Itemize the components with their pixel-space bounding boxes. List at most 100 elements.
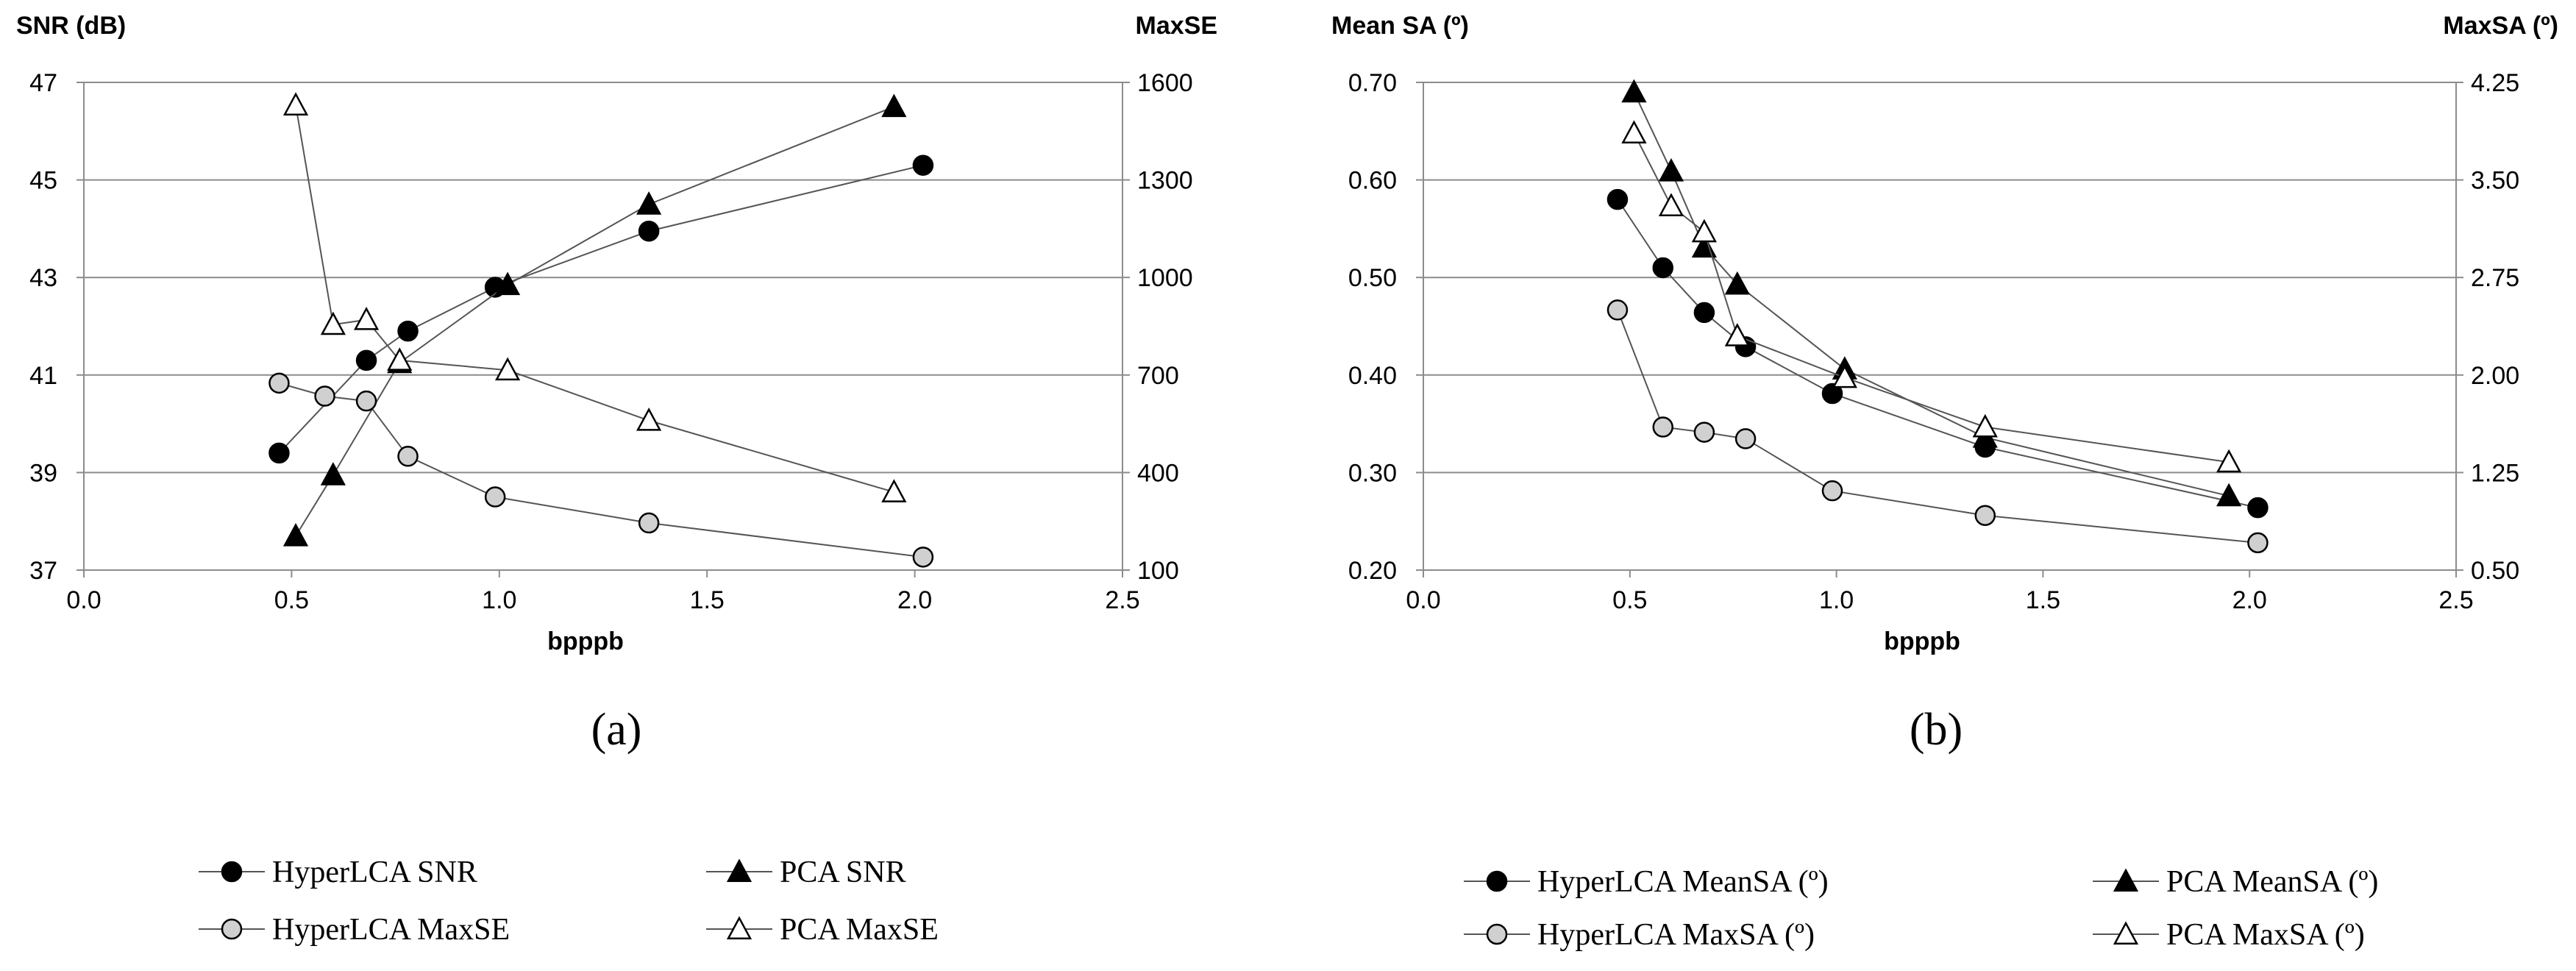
data-point-hyperlca-meansa <box>1693 302 1715 324</box>
data-point-hyperlca-maxse <box>397 446 419 467</box>
data-point-hyperlca-meansa <box>1607 188 1629 210</box>
series-line-hyperlca-maxse <box>279 382 924 558</box>
data-point-hyperlca-meansa <box>1821 383 1843 405</box>
chart-panel-b: 0.0 0.5 1.0 1.5 2.0 2.5 0.20 0.30 0.40 0.50 0.60 0.… <box>1331 12 2558 952</box>
legend-entry-pca-maxsa: PCA MaxSA (º) <box>2093 918 2365 952</box>
legend-marker <box>221 918 243 940</box>
y-left-tick-label: 37 <box>29 557 57 585</box>
y-left-tick-label: 0.50 <box>1348 264 1397 292</box>
y-right-tick-label: 2.75 <box>2471 264 2519 292</box>
chart-panel-a: 0.0 0.5 1.0 1.5 2.0 2.5 37 39 41 43 45 47 100 400 700 1… <box>16 12 1217 947</box>
data-point-pca-meansa <box>1621 79 1647 103</box>
data-point-hyperlca-maxse <box>484 486 506 508</box>
x-tick-label: 0.0 <box>1406 586 1440 614</box>
data-point-hyperlca-snr <box>397 320 419 342</box>
x-tick-label: 2.5 <box>2438 586 2473 614</box>
data-point-pca-maxsa <box>1658 193 1684 216</box>
y-left-tick-label: 0.70 <box>1348 69 1397 97</box>
legend-marker <box>1486 870 1508 892</box>
legend-marker <box>2113 921 2139 945</box>
y-right-tick-label: 100 <box>1137 557 1179 585</box>
series-line-pca-snr <box>295 106 894 537</box>
y-right-axis-title: MaxSE <box>1136 12 1218 40</box>
data-point-pca-maxse <box>282 92 309 115</box>
data-point-pca-maxse <box>320 311 346 335</box>
series-line-hyperlca-meansa <box>1617 199 2258 509</box>
legend-entry-pca-maxse: PCA MaxSE <box>706 913 939 947</box>
data-point-hyperlca-maxsa <box>1734 428 1757 449</box>
data-point-hyperlca-maxse <box>355 390 377 412</box>
data-point-hyperlca-maxsa <box>1652 416 1673 438</box>
x-tick-label: 0.5 <box>274 586 309 614</box>
data-point-pca-snr <box>282 522 309 547</box>
legend-entry-hyperlca-meansa: HyperLCA MeanSA (º) <box>1464 865 1829 899</box>
x-tick-label: 0.5 <box>1612 586 1647 614</box>
y-right-tick-label: 1300 <box>1137 167 1193 195</box>
legend-label: HyperLCA SNR <box>272 856 477 889</box>
data-point-pca-snr <box>494 271 521 296</box>
y-left-axis-title: SNR (dB) <box>16 12 126 40</box>
legend-label: PCA SNR <box>780 856 906 889</box>
data-point-pca-meansa <box>2216 483 2242 507</box>
x-axis-title: bpppb <box>547 627 624 655</box>
x-tick-label: 2.0 <box>897 586 932 614</box>
legend-entry-hyperlca-snr: HyperLCA SNR <box>199 856 477 889</box>
data-point-hyperlca-maxsa <box>1821 480 1843 502</box>
legend-marker <box>726 916 752 939</box>
data-point-hyperlca-snr <box>268 442 290 464</box>
data-point-hyperlca-maxsa <box>1607 299 1629 321</box>
series-line-hyperlca-maxsa <box>1617 310 2258 544</box>
data-point-pca-maxsa <box>2216 449 2242 473</box>
data-point-pca-meansa <box>1658 158 1684 182</box>
panel-label: (b) <box>1910 705 1963 755</box>
legend-entry-pca-snr: PCA SNR <box>706 856 906 889</box>
legend-label: HyperLCA MeanSA (º) <box>1537 865 1829 899</box>
y-right-tick-label: 2.00 <box>2471 362 2519 390</box>
data-point-pca-snr <box>320 462 346 486</box>
x-tick-label: 1.0 <box>482 586 516 614</box>
legend-entry-pca-meansa: PCA MeanSA (º) <box>2093 865 2378 899</box>
data-point-hyperlca-snr <box>355 349 377 371</box>
y-right-tick-label: 700 <box>1137 362 1179 390</box>
data-point-hyperlca-maxse <box>268 372 290 394</box>
x-tick-label: 1.5 <box>690 586 725 614</box>
series-hyperlca-maxsa <box>1607 299 2269 554</box>
x-tick-label: 2.5 <box>1105 586 1139 614</box>
series-pca-maxsa <box>1621 120 2242 473</box>
series-line-pca-maxse <box>295 104 894 493</box>
y-right-axis-title: MaxSA (º) <box>2443 12 2558 40</box>
legend-marker <box>726 858 752 882</box>
data-point-hyperlca-maxse <box>638 512 660 534</box>
data-point-hyperlca-maxsa <box>1693 422 1715 443</box>
y-left-axis-title: Mean SA (º) <box>1331 12 1469 40</box>
legend-label: PCA MeanSA (º) <box>2166 865 2378 899</box>
data-point-pca-maxse <box>353 307 380 330</box>
data-point-pca-maxsa <box>1972 413 1998 438</box>
data-point-pca-maxsa <box>1621 120 1647 143</box>
data-point-hyperlca-maxse <box>314 385 335 407</box>
y-right-tick-label: 0.50 <box>2471 557 2519 585</box>
data-point-hyperlca-maxsa <box>1974 505 1996 526</box>
y-right-tick-label: 1600 <box>1137 69 1193 97</box>
data-point-pca-maxse <box>881 479 907 502</box>
data-point-pca-maxsa <box>1691 218 1717 243</box>
data-point-hyperlca-meansa <box>2247 497 2269 519</box>
series-line-hyperlca-snr <box>278 164 924 454</box>
series-pca-meansa <box>1621 79 2242 507</box>
y-left-tick-label: 47 <box>29 69 57 97</box>
legend-entry-hyperlca-maxse: HyperLCA MaxSE <box>199 913 510 947</box>
y-left-tick-label: 0.60 <box>1348 167 1397 195</box>
data-point-pca-meansa <box>1724 271 1750 295</box>
y-right-tick-label: 4.25 <box>2471 69 2519 97</box>
series-line-pca-maxsa <box>1633 132 2230 463</box>
legend-entry-hyperlca-maxsa: HyperLCA MaxSA (º) <box>1464 918 1815 952</box>
data-point-pca-maxse <box>636 408 662 431</box>
data-point-pca-maxse <box>387 347 413 371</box>
data-point-pca-snr <box>636 191 662 215</box>
data-point-hyperlca-snr <box>912 154 934 176</box>
legend-marker <box>221 861 243 883</box>
y-left-tick-label: 0.40 <box>1348 362 1397 390</box>
y-left-tick-label: 0.30 <box>1348 459 1397 487</box>
y-right-tick-label: 3.50 <box>2471 167 2519 195</box>
